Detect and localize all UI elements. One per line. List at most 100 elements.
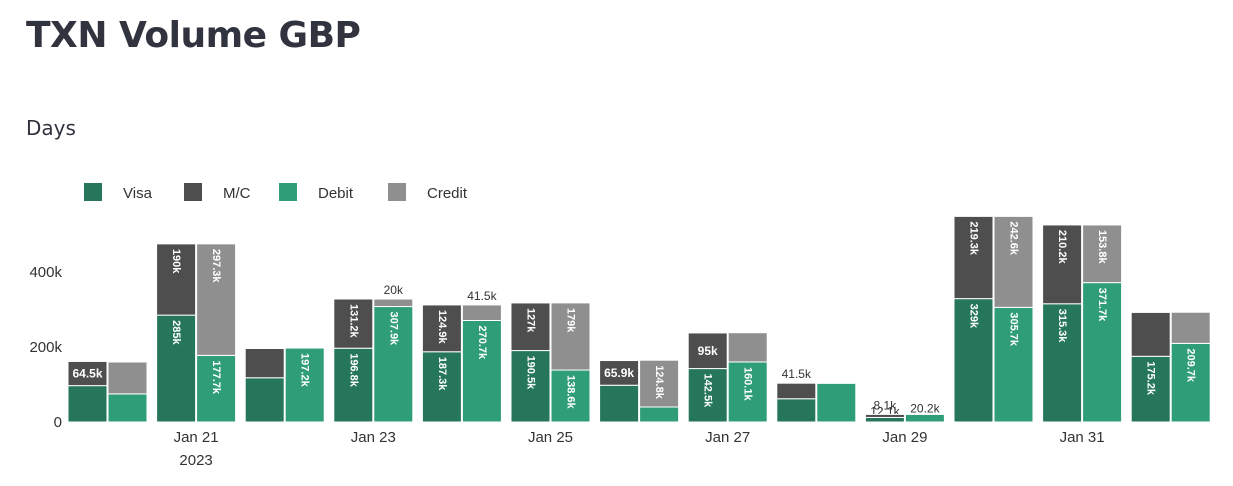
data-label-debit-2023-01-22: 197.2k [299,353,311,388]
bar-debit-2023-02-01[interactable] [1170,342,1211,423]
x-tick-label: Jan 27 [705,429,750,446]
x-tick-sublabel: 2023 [179,452,212,469]
legend-label-debit[interactable]: Debit [318,185,354,202]
bar-credit-2023-01-26[interactable] [639,359,680,408]
data-label-visa-2023-01-23: 196.8k [347,353,359,388]
bar-visa-2023-01-24[interactable] [421,351,462,423]
data-label-credit-2023-01-23: 20k [384,283,404,297]
bar-credit-2023-01-20[interactable] [107,361,148,395]
data-label-visa-2023-01-31: 315.3k [1056,309,1068,344]
data-label-credit-2023-01-31: 153.8k [1096,230,1108,265]
bar-debit-2023-01-20[interactable] [107,393,148,423]
bar-visa-2023-01-23[interactable] [333,347,374,423]
x-tick-label: Jan 21 [174,429,219,446]
bar-mc-2023-01-29[interactable] [864,413,905,418]
bar-debit-2023-01-29[interactable] [904,413,945,423]
bar-visa-2023-01-20[interactable] [67,385,108,423]
data-label-debit-2023-01-21: 177.7k [210,360,222,395]
data-label-mc-2023-01-25: 127k [525,308,537,333]
bar-mc-2023-02-01[interactable] [1130,311,1171,357]
bar-debit-2023-01-22[interactable] [284,347,325,423]
bar-visa-2023-02-01[interactable] [1130,355,1171,423]
legend-label-visa[interactable]: Visa [123,185,153,202]
data-label-debit-2023-01-30: 305.7k [1008,312,1020,347]
bar-mc-2023-01-27[interactable] [687,332,728,370]
bar-credit-2023-01-30[interactable] [993,215,1034,308]
bar-credit-2023-01-27[interactable] [727,332,768,363]
data-label-mc-2023-01-29: 8.1k [874,398,898,412]
data-label-debit-2023-02-01: 209.7k [1185,348,1197,383]
bar-debit-2023-01-27[interactable] [727,361,768,423]
data-label-visa-2023-01-24: 187.3k [436,357,448,392]
bar-area: 64.5k 285k 190k 177.7k 297.3k 197.2k 196.8k 131… [67,215,1211,423]
chart-subtitle: Days [26,116,76,140]
bar-visa-2023-01-25[interactable] [510,350,551,423]
bar-debit-2023-01-26[interactable] [639,406,680,423]
bar-mc-2023-01-22[interactable] [244,348,285,379]
bar-mc-2023-01-23[interactable] [333,298,374,349]
bar-visa-2023-01-31[interactable] [1042,303,1083,423]
page-title: TXN Volume GBP [26,15,361,56]
bar-mc-2023-01-21[interactable] [156,243,197,316]
data-label-visa-2023-01-27: 142.5k [702,374,714,409]
bar-debit-2023-01-25[interactable] [550,369,591,423]
bar-mc-2023-01-26[interactable] [599,360,640,386]
bar-mc-2023-01-28[interactable] [776,382,817,400]
bar-debit-2023-01-23[interactable] [373,306,414,423]
data-label-debit-2023-01-29: 20.2k [910,401,940,415]
data-label-debit-2023-01-25: 138.6k [565,375,577,410]
bar-visa-2023-01-21[interactable] [156,314,197,423]
y-tick-label: 200k [29,339,62,356]
y-axis: 0 200k 400k [29,264,62,431]
data-label-mc-2023-01-30: 219.3k [968,221,980,256]
bar-mc-2023-01-31[interactable] [1042,224,1083,305]
bar-credit-2023-01-21[interactable] [196,243,237,356]
bar-visa-2023-01-30[interactable] [953,298,994,423]
data-label-mc-2023-01-28: 41.5k [782,367,812,381]
data-label-visa-2023-01-30: 329k [968,304,980,329]
bar-visa-2023-01-27[interactable] [687,368,728,423]
bar-debit-2023-01-28[interactable] [816,382,857,423]
bar-mc-2023-01-24[interactable] [421,304,462,353]
data-label-mc-2023-01-27: 95k [698,344,718,358]
data-label-mc-2023-01-31: 210.2k [1056,230,1068,265]
bar-debit-2023-01-24[interactable] [461,319,502,423]
data-label-credit-2023-01-25: 179k [565,308,577,333]
legend-swatch-visa[interactable] [84,183,102,201]
data-label-mc-2023-01-21: 190k [170,249,182,274]
data-label-credit-2023-01-26: 124.8k [653,365,665,400]
data-label-mc-2023-01-23: 131.2k [347,304,359,339]
bar-credit-2023-01-24[interactable] [461,304,502,321]
y-tick-label: 400k [29,264,62,281]
data-label-debit-2023-01-24: 270.7k [476,325,488,360]
data-label-debit-2023-01-27: 160.1k [742,367,754,402]
data-label-visa-2023-02-01: 175.2k [1145,361,1157,396]
chart-legend: Visa M/C Debit Credit [84,183,468,202]
x-tick-label: Jan 23 [351,429,396,446]
bar-credit-2023-02-01[interactable] [1170,311,1211,344]
bar-visa-2023-01-28[interactable] [776,398,817,423]
bar-credit-2023-01-25[interactable] [550,302,591,371]
bar-visa-2023-01-26[interactable] [599,384,640,423]
data-label-credit-2023-01-21: 297.3k [210,249,222,284]
bar-mc-2023-01-30[interactable] [953,215,994,300]
legend-swatch-credit[interactable] [388,183,406,201]
bar-visa-2023-01-22[interactable] [244,377,285,423]
data-label-credit-2023-01-30: 242.6k [1008,221,1020,256]
data-label-mc-2023-01-24: 124.9k [436,310,448,345]
data-label-debit-2023-01-23: 307.9k [387,312,399,347]
legend-swatch-debit[interactable] [279,183,297,201]
bar-mc-2023-01-25[interactable] [510,302,551,352]
legend-label-credit[interactable]: Credit [427,185,468,202]
data-label-visa-2023-01-21: 285k [170,320,182,345]
bar-credit-2023-01-23[interactable] [373,298,414,308]
bar-debit-2023-01-31[interactable] [1082,282,1123,423]
bar-debit-2023-01-30[interactable] [993,306,1034,423]
x-tick-label: Jan 29 [882,429,927,446]
bar-mc-2023-01-20[interactable] [67,360,108,387]
legend-label-mc[interactable]: M/C [223,185,251,202]
x-axis: Jan 21 2023 Jan 23 Jan 25 Jan 27 Jan 29 Jan 31 [174,429,1105,469]
legend-swatch-mc[interactable] [184,183,202,201]
data-label-mc-2023-01-26: 65.9k [604,366,634,380]
bar-credit-2023-01-31[interactable] [1082,224,1123,284]
